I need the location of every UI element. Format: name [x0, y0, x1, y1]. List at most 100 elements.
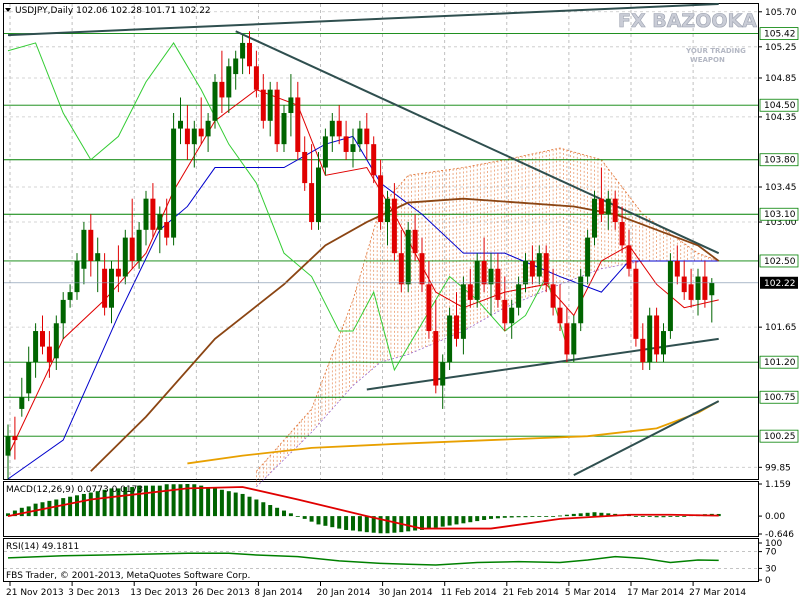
rsi-y-tick-label: 70	[765, 548, 777, 558]
candle-bear	[164, 222, 170, 238]
macd-histogram-bar	[282, 510, 286, 517]
brand-tagline-2: WEAPON	[690, 56, 725, 64]
candle-bull	[212, 81, 218, 121]
macd-histogram-bar	[351, 516, 355, 531]
macd-histogram-bar	[482, 516, 487, 520]
y-tick-label: 104.35	[765, 113, 797, 123]
level-tag	[759, 98, 799, 112]
trendlines	[7, 3, 720, 476]
macd-histogram-bar	[606, 513, 611, 517]
current-price-tag	[760, 276, 798, 289]
candle-bear	[529, 260, 535, 277]
macd-histogram-bar	[316, 516, 321, 525]
macd-histogram-bar	[537, 516, 542, 517]
macd-histogram-bar	[364, 516, 369, 533]
level-tag	[759, 429, 799, 443]
x-tick-label: 3 Dec 2013	[68, 588, 120, 598]
candle-bull	[53, 323, 59, 359]
macd-histogram-bar	[682, 516, 687, 517]
candle-bear	[619, 222, 625, 246]
trendline	[235, 30, 720, 255]
candle-bull	[122, 237, 128, 277]
candle-bull	[267, 89, 273, 121]
macd-histogram-bar	[640, 516, 645, 517]
x-tick-label: 20 Jan 2014	[317, 588, 371, 598]
candle-bull	[647, 315, 653, 363]
macd-histogram-bar	[413, 516, 418, 531]
macd-histogram-bar	[585, 512, 590, 517]
macd-histogram-bar	[633, 516, 638, 517]
macd-histogram-bar	[261, 502, 266, 517]
y-tick-label: 104.85	[765, 74, 797, 84]
candle-bear	[495, 268, 501, 300]
cloud-edge-b	[256, 260, 719, 488]
level-tag	[759, 254, 799, 268]
candle-bear	[502, 299, 508, 324]
x-tick-label: 17 Mar 2014	[627, 588, 684, 598]
macd-histogram-bar	[447, 516, 452, 526]
candle-bull	[143, 198, 149, 230]
candle-bear	[198, 128, 204, 137]
macd-histogram-bar	[337, 516, 342, 529]
level-tag-label: 103.10	[764, 210, 796, 220]
macd-histogram-bar	[144, 485, 148, 517]
x-tick-label: 27 Mar 2014	[689, 588, 746, 598]
candle-bull	[74, 260, 80, 293]
macd-histogram-bar	[19, 507, 24, 517]
candle-bear	[640, 338, 646, 363]
rsi-panel-frame	[3, 538, 759, 582]
macd-histogram-bar	[288, 513, 293, 517]
macd-histogram-bar	[392, 516, 397, 533]
candle-bull	[205, 120, 211, 137]
candle-bull	[536, 253, 542, 277]
candle-bull	[60, 299, 66, 324]
macd-histogram-bar	[302, 516, 307, 519]
macd-caption: MACD(12,26,9) 0.0773 0.0173	[6, 485, 143, 495]
symbol-dropdown-icon[interactable]	[5, 8, 11, 12]
candle-bear	[598, 198, 604, 215]
macd-histogram-bar	[268, 505, 273, 517]
rsi-caption: RSI(14) 49.1811	[6, 542, 79, 552]
macd-histogram-bar	[661, 516, 666, 518]
macd-histogram-bar	[247, 496, 252, 517]
y-axis: 105.70 105.25 104.85 104.35 103.45 103.00 101.…	[4, 8, 799, 473]
macd-histogram-bar	[81, 493, 86, 517]
candle-bull	[171, 128, 177, 238]
candle-bull	[709, 282, 715, 296]
macd-histogram-bar	[530, 516, 535, 517]
candle-bear	[674, 260, 680, 277]
macd-histogram-bar	[426, 516, 431, 529]
candle-bear	[247, 42, 252, 67]
macd-histogram-bar	[199, 485, 204, 517]
macd-histogram-bar	[599, 512, 604, 517]
y-tick-label: 103.45	[765, 183, 797, 193]
candle-bear	[253, 66, 259, 90]
macd-histogram-bar	[420, 516, 424, 530]
candle-bull	[322, 136, 328, 168]
macd-histogram-bar	[226, 491, 231, 517]
macd-histogram-bar	[371, 516, 376, 533]
macd-histogram-bar	[240, 493, 245, 517]
candle-bull	[157, 214, 163, 230]
trendline	[7, 3, 719, 37]
macd-histogram-bar	[551, 516, 556, 517]
candle-bear	[274, 89, 280, 145]
macd-histogram-bar	[130, 487, 135, 517]
candle-bear	[184, 128, 190, 145]
candle-bull	[571, 323, 577, 355]
macd-y-tick-label: -0.646	[765, 530, 794, 540]
candle-bull	[605, 198, 611, 215]
macd-histogram-bar	[157, 485, 162, 517]
candle-bear	[378, 175, 384, 223]
candle-bear	[557, 307, 563, 324]
candle-bull	[226, 66, 232, 98]
candle-bull	[288, 97, 294, 114]
candle-bear	[412, 229, 418, 254]
macd-histogram-bar	[475, 516, 480, 522]
level-tag-label: 100.25	[764, 432, 796, 442]
candle-bear	[309, 183, 315, 223]
candle-bear	[612, 198, 618, 223]
macd-histogram-bar	[675, 516, 680, 517]
macd-histogram-bar	[571, 513, 576, 517]
